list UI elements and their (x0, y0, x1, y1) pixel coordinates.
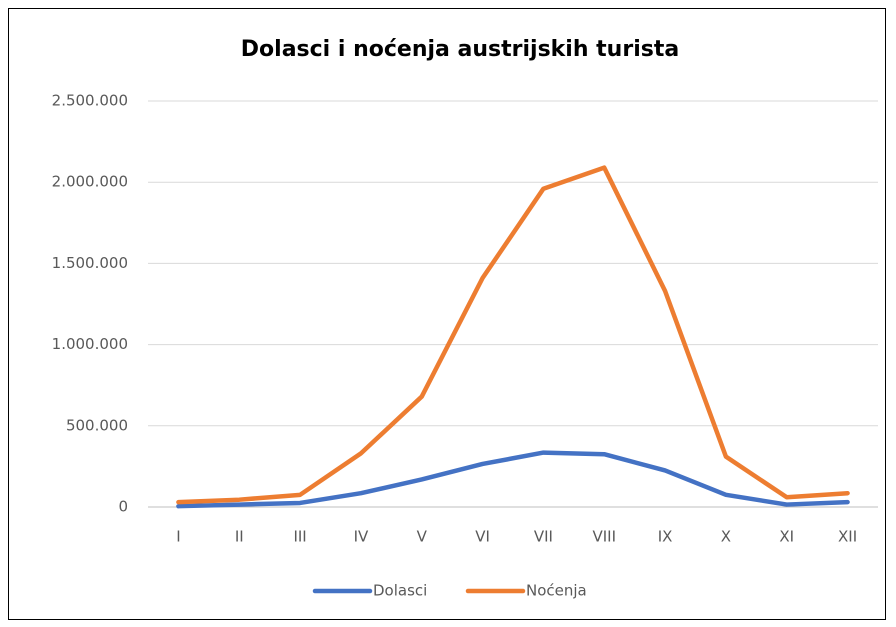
x-tick-label: X (721, 528, 731, 546)
legend-label: Noćenja (526, 582, 587, 600)
series-line (176, 450, 850, 509)
x-tick-label: V (417, 528, 428, 546)
x-tick-label: II (235, 528, 244, 546)
series-line (176, 165, 850, 505)
x-tick-label: IV (354, 528, 369, 546)
chart-border (8, 8, 886, 620)
x-tick-label: XII (838, 528, 857, 546)
y-tick-label: 1.000.000 (52, 335, 128, 353)
y-tick-label: 500.000 (66, 416, 128, 434)
y-tick-label: 0 (118, 498, 128, 516)
x-tick-label: I (176, 528, 180, 546)
x-tick-label: VI (475, 528, 490, 546)
y-tick-label: 1.500.000 (52, 254, 128, 272)
legend-label: Dolasci (373, 582, 427, 600)
x-tick-label: VII (534, 528, 553, 546)
chart-title: Dolasci i noćenja austrijskih turista (241, 37, 679, 62)
x-tick-label: III (293, 528, 306, 546)
y-tick-label: 2.000.000 (52, 173, 128, 191)
x-tick-label: IX (658, 528, 673, 546)
y-tick-label: 2.500.000 (52, 92, 128, 110)
x-tick-label: XI (779, 528, 794, 546)
x-tick-label: VIII (592, 528, 616, 546)
